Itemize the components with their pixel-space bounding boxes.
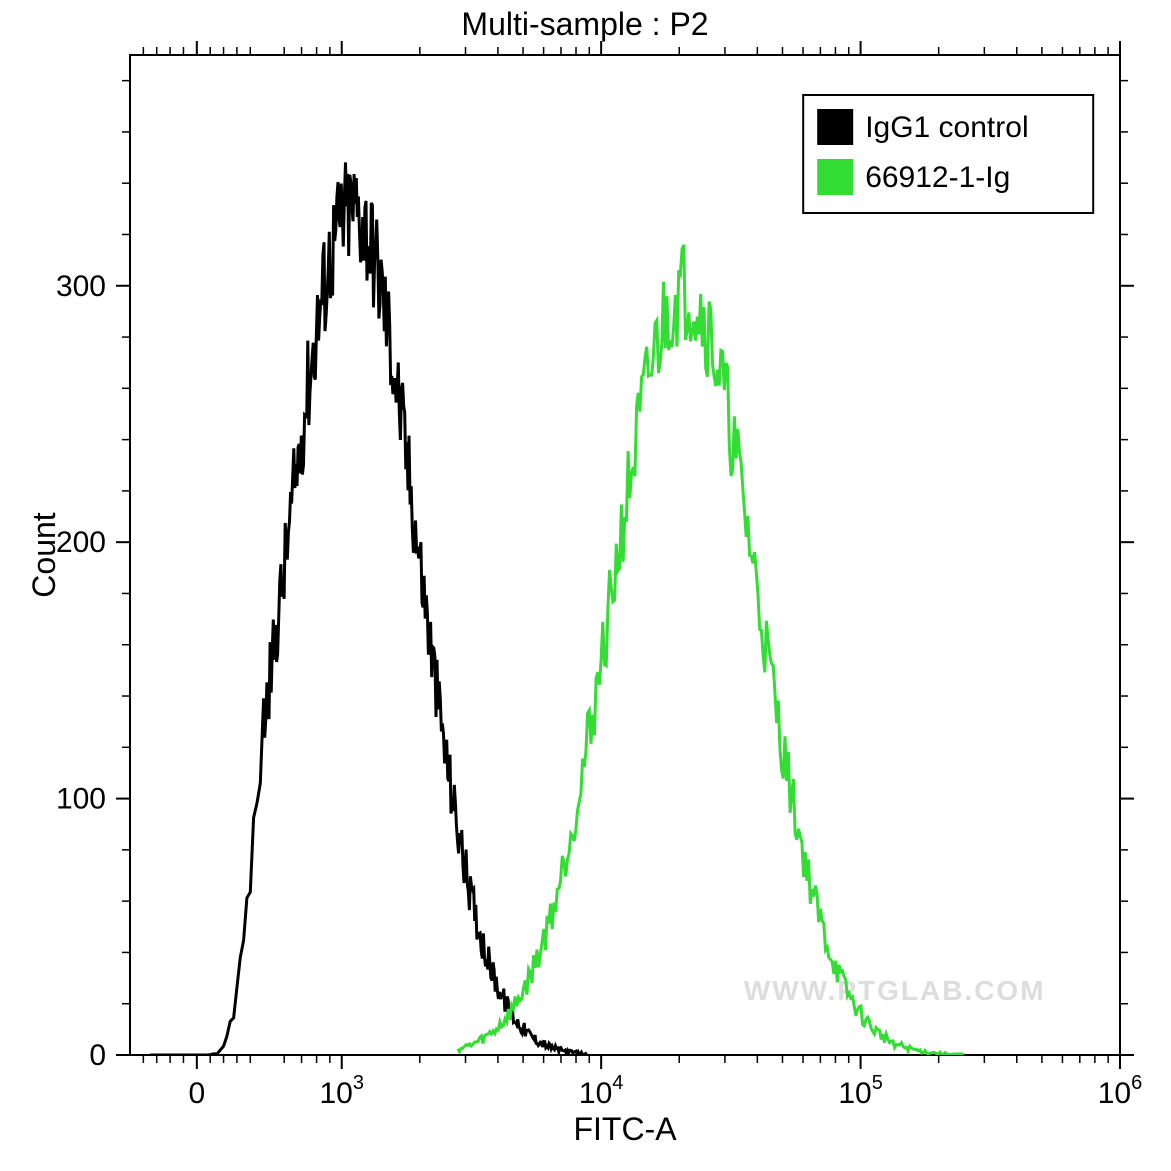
watermark: WWW.PTGLAB.COM	[744, 975, 1046, 1006]
series-1	[458, 245, 964, 1055]
y-axis-ticks: 0 100 200 300	[56, 81, 1134, 1072]
flow-cytometry-chart: Multi-sample : P2 0 100 200 300 0 103 104 105 1…	[0, 0, 1171, 1171]
legend-label-0: IgG1 control	[865, 111, 1028, 144]
legend: IgG1 control 66912-1-Ig	[803, 95, 1093, 213]
legend-label-1: 66912-1-Ig	[865, 161, 1010, 194]
histogram-series	[150, 162, 964, 1055]
y-axis-label: Count	[26, 512, 62, 598]
svg-text:300: 300	[56, 270, 106, 303]
svg-text:200: 200	[56, 526, 106, 559]
legend-swatch-1	[817, 159, 853, 195]
legend-swatch-0	[817, 109, 853, 145]
svg-text:103: 103	[319, 1072, 364, 1110]
svg-text:105: 105	[838, 1072, 883, 1110]
svg-text:0: 0	[188, 1077, 205, 1110]
svg-text:106: 106	[1098, 1072, 1143, 1110]
x-axis-label: FITC-A	[573, 1111, 677, 1147]
svg-text:0: 0	[89, 1039, 106, 1072]
chart-title: Multi-sample : P2	[461, 6, 708, 42]
svg-text:100: 100	[56, 783, 106, 816]
series-0	[150, 162, 587, 1055]
svg-text:104: 104	[579, 1072, 624, 1110]
